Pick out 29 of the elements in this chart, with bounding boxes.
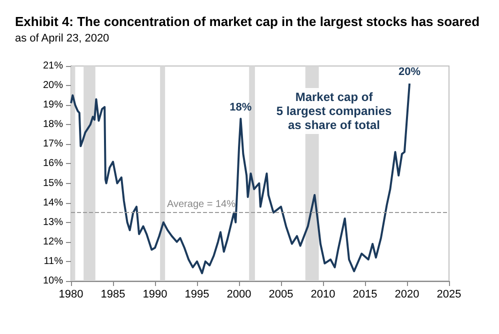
chart-subtitle: as of April 23, 2020	[15, 32, 110, 44]
x-tick-label: 2020	[394, 288, 420, 300]
y-tick-label: 15%	[42, 178, 64, 189]
x-tick-label: 1995	[184, 288, 210, 300]
y-tick-label: 21%	[42, 60, 64, 72]
x-tick-label: 2005	[268, 288, 294, 300]
x-tick-label: 2000	[226, 288, 252, 300]
y-tick-label: 12%	[42, 236, 64, 248]
x-tick-label: 1990	[142, 288, 168, 300]
x-tick-label: 1980	[58, 288, 84, 300]
annotation: 20%	[398, 66, 421, 78]
y-tick-label: 17%	[42, 138, 64, 150]
y-tick-label: 11%	[44, 256, 64, 267]
x-tick-label: 2010	[310, 288, 336, 300]
x-tick-label: 2015	[352, 288, 378, 300]
x-tick-label: 1985	[100, 288, 126, 300]
x-tick-label: 2025	[436, 288, 462, 300]
line-series	[70, 82, 411, 274]
y-tick-label: 19%	[42, 100, 64, 111]
annotation: 18%	[230, 101, 252, 114]
y-tick-label: 14%	[42, 197, 64, 208]
ref-line-label: Average = 14%	[167, 199, 236, 210]
chart-title: Exhibit 4: The concentration of market cap in the largest stocks has soared	[15, 14, 480, 29]
y-tick-label: 20%	[42, 80, 64, 92]
y-tick-label: 18%	[42, 119, 64, 130]
y-tick-label: 16%	[42, 158, 64, 170]
annotation: Market cap of 5 largest companies as share of total	[276, 90, 392, 132]
y-tick-label: 10%	[42, 276, 64, 286]
y-tick-label: 13%	[42, 216, 64, 228]
